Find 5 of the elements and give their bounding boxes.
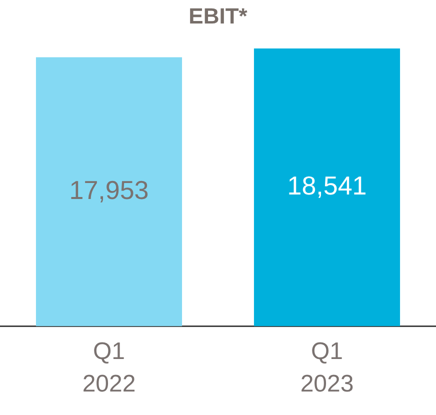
x-tick-label: Q1 2023 [300, 338, 354, 398]
x-tick-label: Q1 2022 [82, 338, 136, 398]
data-label: 17,953 [69, 174, 149, 205]
chart-title: EBIT* [188, 3, 248, 28]
data-label: 18,541 [287, 170, 367, 200]
